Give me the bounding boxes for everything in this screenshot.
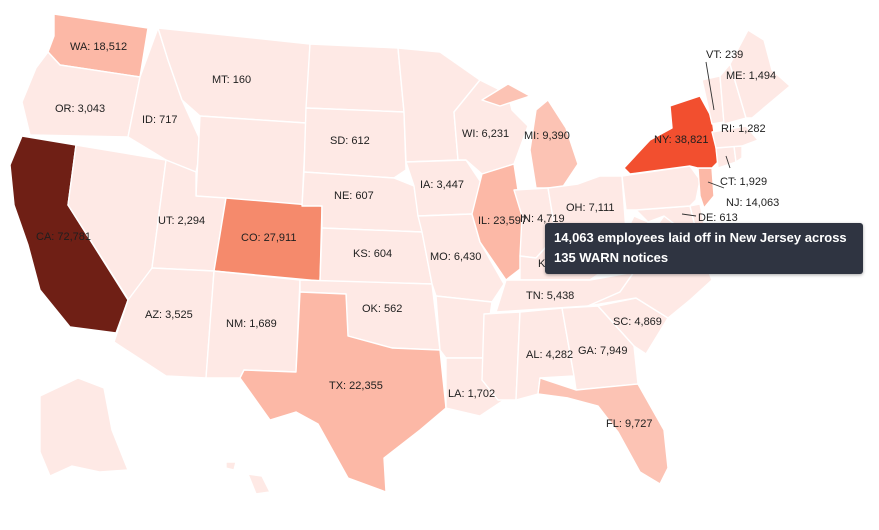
state-tooltip: 14,063 employees laid off in New Jersey … — [545, 223, 863, 274]
label-nj: NJ: 14,063 — [726, 197, 779, 209]
label-ct: CT: 1,929 — [720, 176, 767, 188]
state-ma[interactable] — [711, 125, 759, 149]
state-mi[interactable] — [481, 83, 579, 189]
leader-vt — [705, 61, 715, 111]
leader-lines — [681, 61, 731, 217]
state-ri[interactable] — [733, 145, 743, 163]
leader-ct — [725, 155, 731, 169]
state-ms[interactable] — [481, 311, 521, 401]
states-layer — [9, 13, 791, 495]
state-nm[interactable] — [205, 270, 301, 379]
state-nj[interactable] — [697, 167, 715, 209]
state-co[interactable] — [213, 197, 323, 282]
state-wy[interactable] — [195, 115, 307, 207]
state-ia[interactable] — [405, 159, 483, 217]
state-pa[interactable] — [621, 165, 701, 211]
state-ny[interactable] — [623, 95, 719, 175]
state-ak[interactable] — [39, 377, 129, 477]
state-hi[interactable] — [225, 461, 271, 495]
state-sd[interactable] — [303, 107, 407, 179]
state-or[interactable] — [21, 51, 141, 138]
state-ks[interactable] — [319, 227, 433, 285]
state-nc[interactable] — [587, 259, 713, 319]
state-fl[interactable] — [537, 377, 669, 485]
state-tx[interactable] — [239, 291, 447, 493]
leader-de — [681, 213, 697, 217]
state-il[interactable] — [471, 163, 525, 281]
state-me[interactable] — [729, 29, 791, 119]
leader-nj — [707, 181, 725, 189]
state-nd[interactable] — [305, 43, 405, 113]
